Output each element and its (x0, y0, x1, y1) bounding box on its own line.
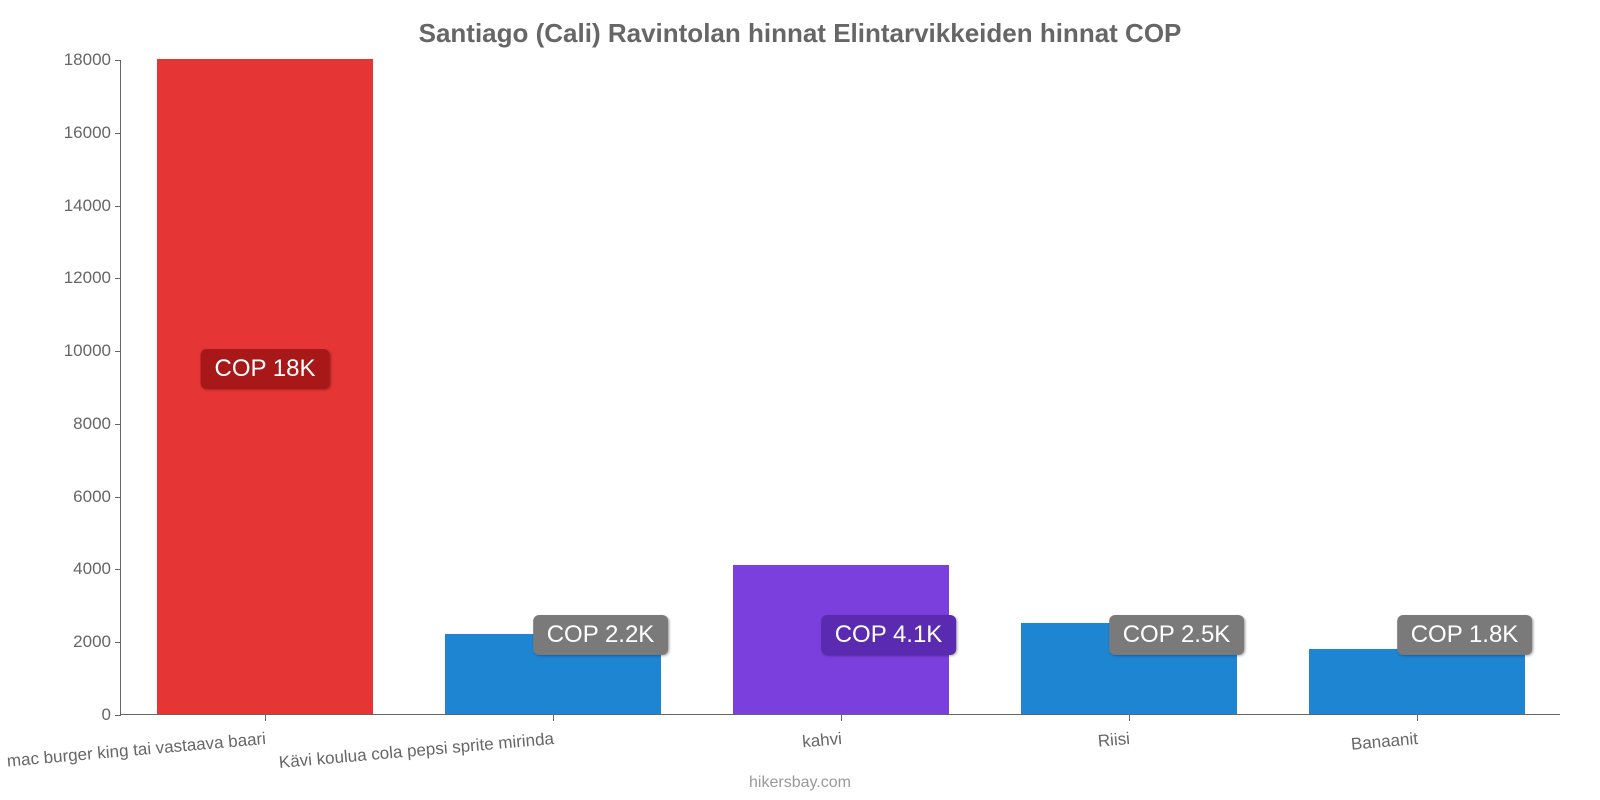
y-tick-label: 10000 (64, 341, 121, 361)
y-tick-label: 0 (102, 705, 121, 725)
bars-layer: COP 18K COP 2.2K COP 4.1K COP 2.5K COP 1.8K (121, 60, 1560, 714)
x-tick-label: Kävi koulua cola pepsi sprite mirinda (278, 729, 555, 773)
x-tick-mark (841, 715, 842, 721)
x-tick-mark (553, 715, 554, 721)
x-tick-label: Riisi (1097, 729, 1131, 752)
chart-container: Santiago (Cali) Ravintolan hinnat Elinta… (0, 0, 1600, 800)
plot-area: COP 18KCOP 2.2KCOP 4.1KCOP 2.5KCOP 1.8K … (120, 60, 1560, 715)
y-tick-label: 2000 (73, 632, 121, 652)
value-label: COP 1.8K (1397, 615, 1533, 655)
value-label: COP 2.5K (1109, 615, 1245, 655)
y-tick-label: 6000 (73, 487, 121, 507)
value-label: COP 18K (201, 349, 330, 389)
chart-title: Santiago (Cali) Ravintolan hinnat Elinta… (0, 18, 1600, 49)
x-tick-mark (1129, 715, 1130, 721)
attribution-text: hikersbay.com (0, 774, 1600, 792)
y-tick-label: 12000 (64, 268, 121, 288)
y-tick-label: 4000 (73, 559, 121, 579)
value-label: COP 2.2K (533, 615, 669, 655)
value-label: COP 4.1K (821, 615, 957, 655)
y-tick-label: 14000 (64, 196, 121, 216)
x-tick-mark (1417, 715, 1418, 721)
y-tick-label: 18000 (64, 50, 121, 70)
x-tick-mark (265, 715, 266, 721)
y-tick-label: 16000 (64, 123, 121, 143)
x-tick-label: kahvi (801, 729, 842, 752)
bar (1309, 649, 1525, 715)
y-tick-label: 8000 (73, 414, 121, 434)
x-tick-label: mac burger king tai vastaava baari (6, 729, 267, 772)
x-tick-label: Banaanit (1350, 729, 1419, 755)
